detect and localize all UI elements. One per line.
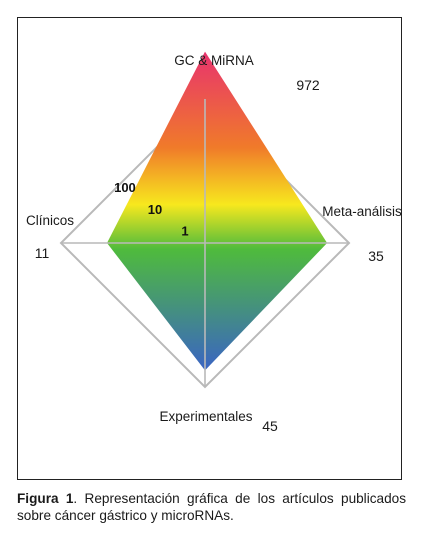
figure-label: Figura 1 (17, 491, 74, 506)
axis-value-gc-mirna: 972 (296, 77, 320, 93)
axis-label-meta-analisis: Meta-análisis (322, 204, 402, 219)
caption-text: . Representación gráfica de los artículo… (17, 491, 406, 523)
data-polygon (107, 51, 328, 371)
axis-label-clinicos: Clínicos (26, 213, 74, 228)
ring-label: 100 (114, 180, 136, 195)
figure-frame: 1 10 100 GC & MiRNA 972 Meta-análisis 35 E… (17, 17, 402, 480)
axis-label-experimentales: Experimentales (159, 409, 252, 424)
radar-spokes (61, 99, 349, 387)
ring-labels: 1 10 100 (114, 180, 189, 238)
ring-label: 1 (181, 223, 188, 238)
axis-value-experimentales: 45 (262, 418, 278, 434)
axis-value-meta-analisis: 35 (368, 248, 384, 264)
ring-label: 10 (148, 202, 162, 217)
figure-caption: Figura 1. Representación gráfica de los … (17, 490, 406, 524)
radar-chart: 1 10 100 GC & MiRNA 972 Meta-análisis 35 E… (26, 51, 402, 434)
axis-label-gc-mirna: GC & MiRNA (174, 53, 254, 68)
axis-value-clinicos: 11 (35, 245, 50, 261)
